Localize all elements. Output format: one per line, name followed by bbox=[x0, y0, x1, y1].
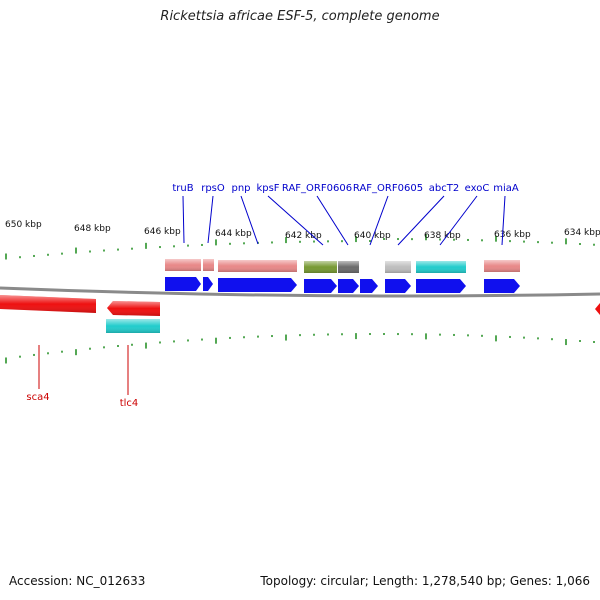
genome-backbone bbox=[0, 286, 600, 298]
kbp-label: 644 kbp bbox=[215, 229, 252, 239]
gene-label-sca4[interactable]: sca4 bbox=[26, 392, 49, 403]
cds-pnp-arrow[interactable] bbox=[218, 278, 297, 292]
kbp-label: 636 kbp bbox=[494, 230, 531, 240]
label-leader-lines-bottom bbox=[38, 345, 129, 395]
kbp-label: 638 kbp bbox=[424, 231, 461, 241]
cds-truB-arrow[interactable] bbox=[165, 277, 201, 291]
gene-labels-bottom: sca4 tlc4 bbox=[26, 392, 138, 409]
cds-orf0605-arrow[interactable] bbox=[385, 279, 411, 293]
gene-label-rpsO[interactable]: rpsO bbox=[201, 183, 225, 194]
kbp-label: 634 kbp bbox=[564, 228, 600, 238]
map-title: Rickettsia africae ESF-5, complete genom… bbox=[160, 9, 440, 24]
cds-kpsF-arrow[interactable] bbox=[304, 279, 337, 293]
kbp-label: 646 kbp bbox=[144, 227, 181, 237]
genome-summary-text: Topology: circular; Length: 1,278,540 bp… bbox=[260, 574, 590, 588]
cds-rpsO-arrow[interactable] bbox=[203, 277, 213, 291]
feature-row-upper bbox=[165, 259, 520, 273]
tick-marks bbox=[5, 234, 595, 364]
gene-label-raf-orf0606[interactable]: RAF_ORF0606 bbox=[282, 183, 352, 194]
kbp-scale-labels: 650 kbp 648 kbp 646 kbp 644 kbp 642 kbp … bbox=[5, 220, 600, 241]
gene-labels-top: truB rpsO pnp kpsF RAF_ORF0606 RAF_ORF06… bbox=[172, 183, 519, 194]
gene-label-truB[interactable]: truB bbox=[172, 183, 193, 194]
gene-label-pnp[interactable]: pnp bbox=[231, 183, 250, 194]
reverse-strand-cds bbox=[0, 295, 600, 333]
kbp-label: 650 kbp bbox=[5, 220, 42, 230]
gene-label-abcT2[interactable]: abcT2 bbox=[429, 183, 459, 194]
cds-abcT2-arrow[interactable] bbox=[416, 279, 466, 293]
cds-orf0606-arrow[interactable] bbox=[338, 279, 359, 293]
kbp-label: 640 kbp bbox=[354, 231, 391, 241]
gene-label-raf-orf0605[interactable]: RAF_ORF0605 bbox=[353, 183, 423, 194]
forward-strand-cds bbox=[165, 277, 520, 293]
gene-label-miaA[interactable]: miaA bbox=[493, 183, 519, 194]
cds-miaA-arrow[interactable] bbox=[484, 279, 520, 293]
cds-next-arrow[interactable] bbox=[595, 303, 600, 315]
accession-text: Accession: NC_012633 bbox=[9, 574, 146, 588]
gene-label-kpsF[interactable]: kpsF bbox=[256, 183, 279, 194]
cds-orf0607-arrow[interactable] bbox=[360, 279, 378, 293]
kbp-label: 642 kbp bbox=[285, 231, 322, 241]
label-leader-lines bbox=[182, 195, 506, 246]
gene-label-exoC[interactable]: exoC bbox=[465, 183, 490, 194]
gene-label-tlc4[interactable]: tlc4 bbox=[120, 398, 139, 409]
kbp-label: 648 kbp bbox=[74, 224, 111, 234]
